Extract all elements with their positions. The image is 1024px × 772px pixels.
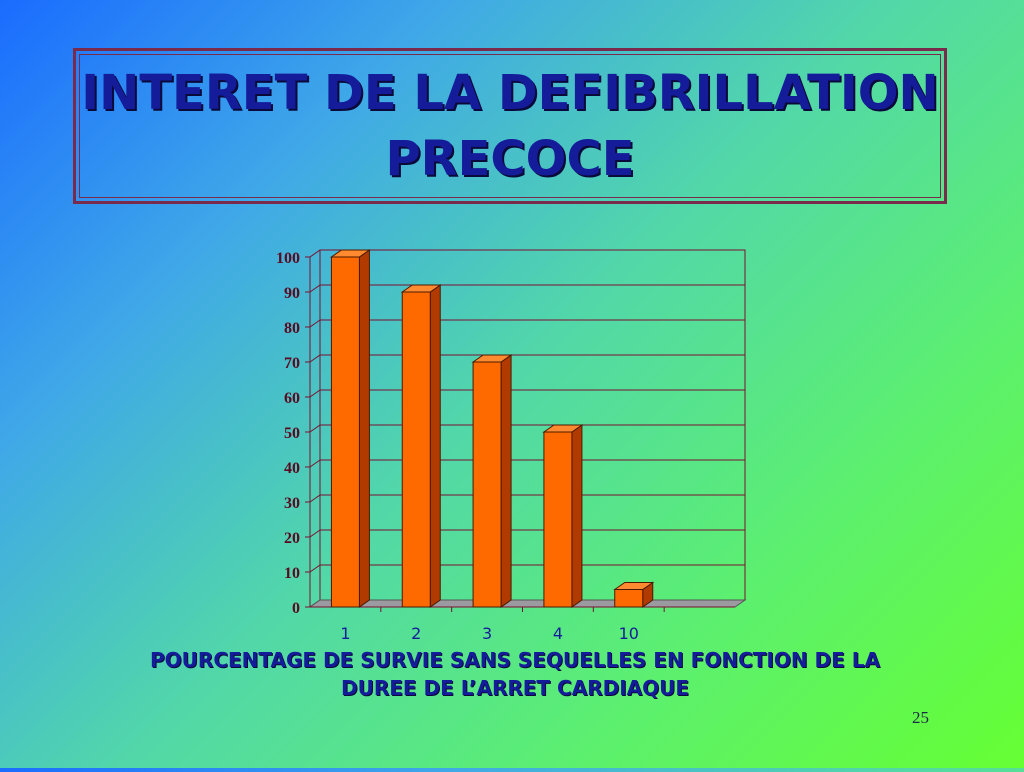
plot-floor [308,599,747,608]
chart-caption: POURCENTAGE DE SURVIE SANS SEQUELLES EN … [150,648,880,700]
y-tick-label: 50 [284,425,300,442]
x-tick-label: 3 [482,624,492,643]
bar [614,589,644,608]
bar [330,256,360,608]
gridline-depth [309,354,321,363]
bar-side [358,249,370,608]
gridline-depth [309,459,321,468]
bar [401,291,431,608]
y-tick-label: 20 [284,530,300,547]
y-tick-label: 30 [284,495,300,512]
gridline-depth [309,494,321,503]
gridline-depth [309,564,321,573]
y-tick-label: 80 [284,320,300,337]
y-tick-label: 90 [284,285,300,302]
y-tick-label: 70 [284,355,300,372]
gridline-depth [309,529,321,538]
y-tick-label: 10 [284,565,300,582]
bar-side [571,424,583,608]
x-tick-label: 10 [619,624,639,643]
title-box: INTERET DE LA DEFIBRILLATION PRECOCE [73,48,947,204]
y-tick-label: 0 [292,600,300,617]
gridline-depth [309,389,321,398]
x-tick-label: 4 [553,624,563,643]
bar [543,431,573,608]
gridline-depth [309,284,321,293]
bar-side [500,354,512,608]
y-tick-label: 100 [276,250,300,267]
gridline-depth [309,319,321,328]
x-tick-label: 1 [340,624,350,643]
gridline-depth [309,424,321,433]
x-tick-label: 2 [411,624,421,643]
page-number: 25 [912,708,929,727]
bar [472,361,502,608]
y-tick-label: 60 [284,390,300,407]
gridline-depth [309,249,321,258]
y-tick-label: 40 [284,460,300,477]
bar-side [429,284,441,608]
